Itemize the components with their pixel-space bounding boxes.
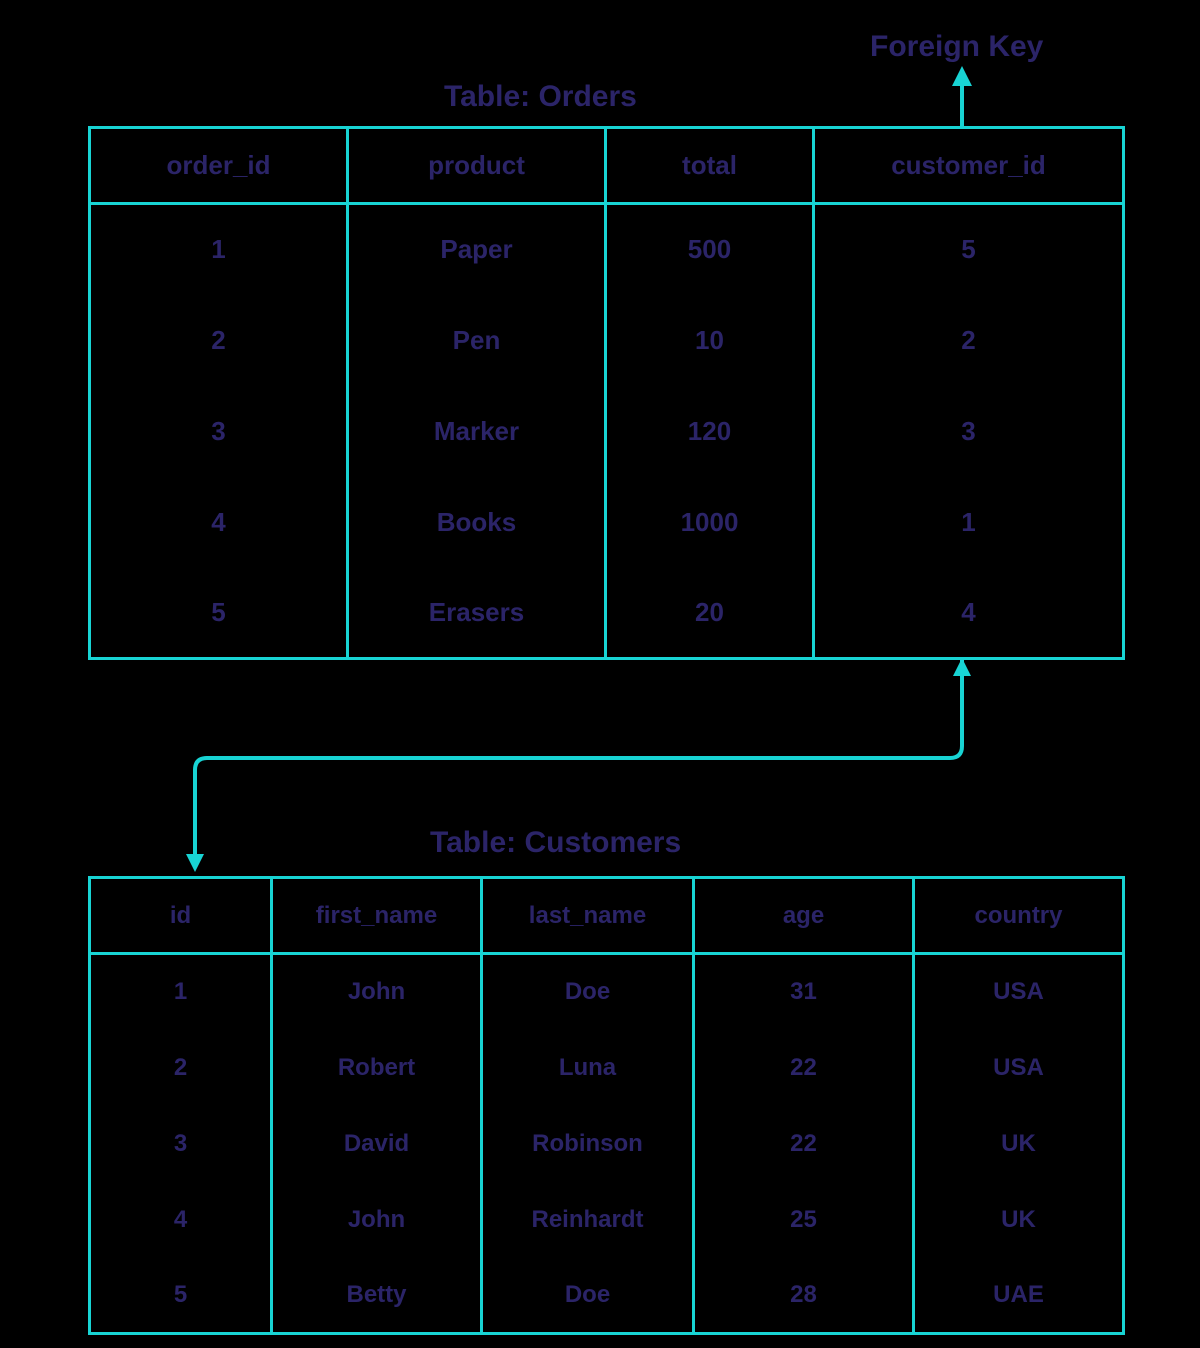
customers-table-title: Table: Customers (430, 826, 681, 860)
cell: David (272, 1106, 482, 1182)
orders-table: order_id product total customer_id 1 Pap… (88, 126, 1125, 660)
cell: 2 (90, 1030, 272, 1106)
cell: John (272, 1182, 482, 1258)
orders-col-order-id: order_id (90, 128, 348, 204)
cell: 3 (90, 1106, 272, 1182)
customers-col-last-name: last_name (482, 878, 694, 954)
table-row: 3 Marker 120 3 (90, 386, 1124, 477)
table-row: 3 David Robinson 22 UK (90, 1106, 1124, 1182)
customers-col-first-name: first_name (272, 878, 482, 954)
cell: John (272, 954, 482, 1030)
customers-col-id: id (90, 878, 272, 954)
cell: 1 (90, 954, 272, 1030)
cell: Paper (348, 204, 606, 295)
cell: 1 (814, 477, 1124, 568)
cell: Doe (482, 1258, 694, 1334)
customers-header-row: id first_name last_name age country (90, 878, 1124, 954)
cell: 20 (606, 568, 814, 659)
cell: 25 (694, 1182, 914, 1258)
diagram-canvas: Foreign Key Table: Orders order_id produ… (0, 0, 1200, 1348)
customers-table: id first_name last_name age country 1 Jo… (88, 876, 1125, 1335)
cell: 5 (90, 1258, 272, 1334)
table-row: 2 Pen 10 2 (90, 295, 1124, 386)
table-row: 1 Paper 500 5 (90, 204, 1124, 295)
orders-header-row: order_id product total customer_id (90, 128, 1124, 204)
table-row: 4 John Reinhardt 25 UK (90, 1182, 1124, 1258)
cell: 120 (606, 386, 814, 477)
cell: 1 (90, 204, 348, 295)
cell: Reinhardt (482, 1182, 694, 1258)
cell: 22 (694, 1030, 914, 1106)
cell: Luna (482, 1030, 694, 1106)
cell: Pen (348, 295, 606, 386)
cell: 2 (90, 295, 348, 386)
customers-col-age: age (694, 878, 914, 954)
cell: UK (914, 1106, 1124, 1182)
cell: 2 (814, 295, 1124, 386)
cell: 4 (814, 568, 1124, 659)
table-row: 5 Erasers 20 4 (90, 568, 1124, 659)
cell: UK (914, 1182, 1124, 1258)
orders-col-total: total (606, 128, 814, 204)
cell: 31 (694, 954, 914, 1030)
cell: Marker (348, 386, 606, 477)
orders-col-customer-id: customer_id (814, 128, 1124, 204)
cell: Robert (272, 1030, 482, 1106)
cell: 22 (694, 1106, 914, 1182)
cell: 500 (606, 204, 814, 295)
cell: Books (348, 477, 606, 568)
cell: 3 (814, 386, 1124, 477)
table-row: 2 Robert Luna 22 USA (90, 1030, 1124, 1106)
cell: 4 (90, 1182, 272, 1258)
cell: 5 (814, 204, 1124, 295)
table-row: 4 Books 1000 1 (90, 477, 1124, 568)
cell: 5 (90, 568, 348, 659)
foreign-key-label: Foreign Key (870, 30, 1043, 64)
cell: 28 (694, 1258, 914, 1334)
cell: USA (914, 954, 1124, 1030)
cell: USA (914, 1030, 1124, 1106)
cell: 3 (90, 386, 348, 477)
cell: 4 (90, 477, 348, 568)
table-row: 5 Betty Doe 28 UAE (90, 1258, 1124, 1334)
orders-table-title: Table: Orders (444, 80, 637, 114)
customers-col-country: country (914, 878, 1124, 954)
cell: 1000 (606, 477, 814, 568)
cell: Doe (482, 954, 694, 1030)
cell: Erasers (348, 568, 606, 659)
table-row: 1 John Doe 31 USA (90, 954, 1124, 1030)
cell: 10 (606, 295, 814, 386)
cell: Betty (272, 1258, 482, 1334)
cell: Robinson (482, 1106, 694, 1182)
orders-col-product: product (348, 128, 606, 204)
cell: UAE (914, 1258, 1124, 1334)
